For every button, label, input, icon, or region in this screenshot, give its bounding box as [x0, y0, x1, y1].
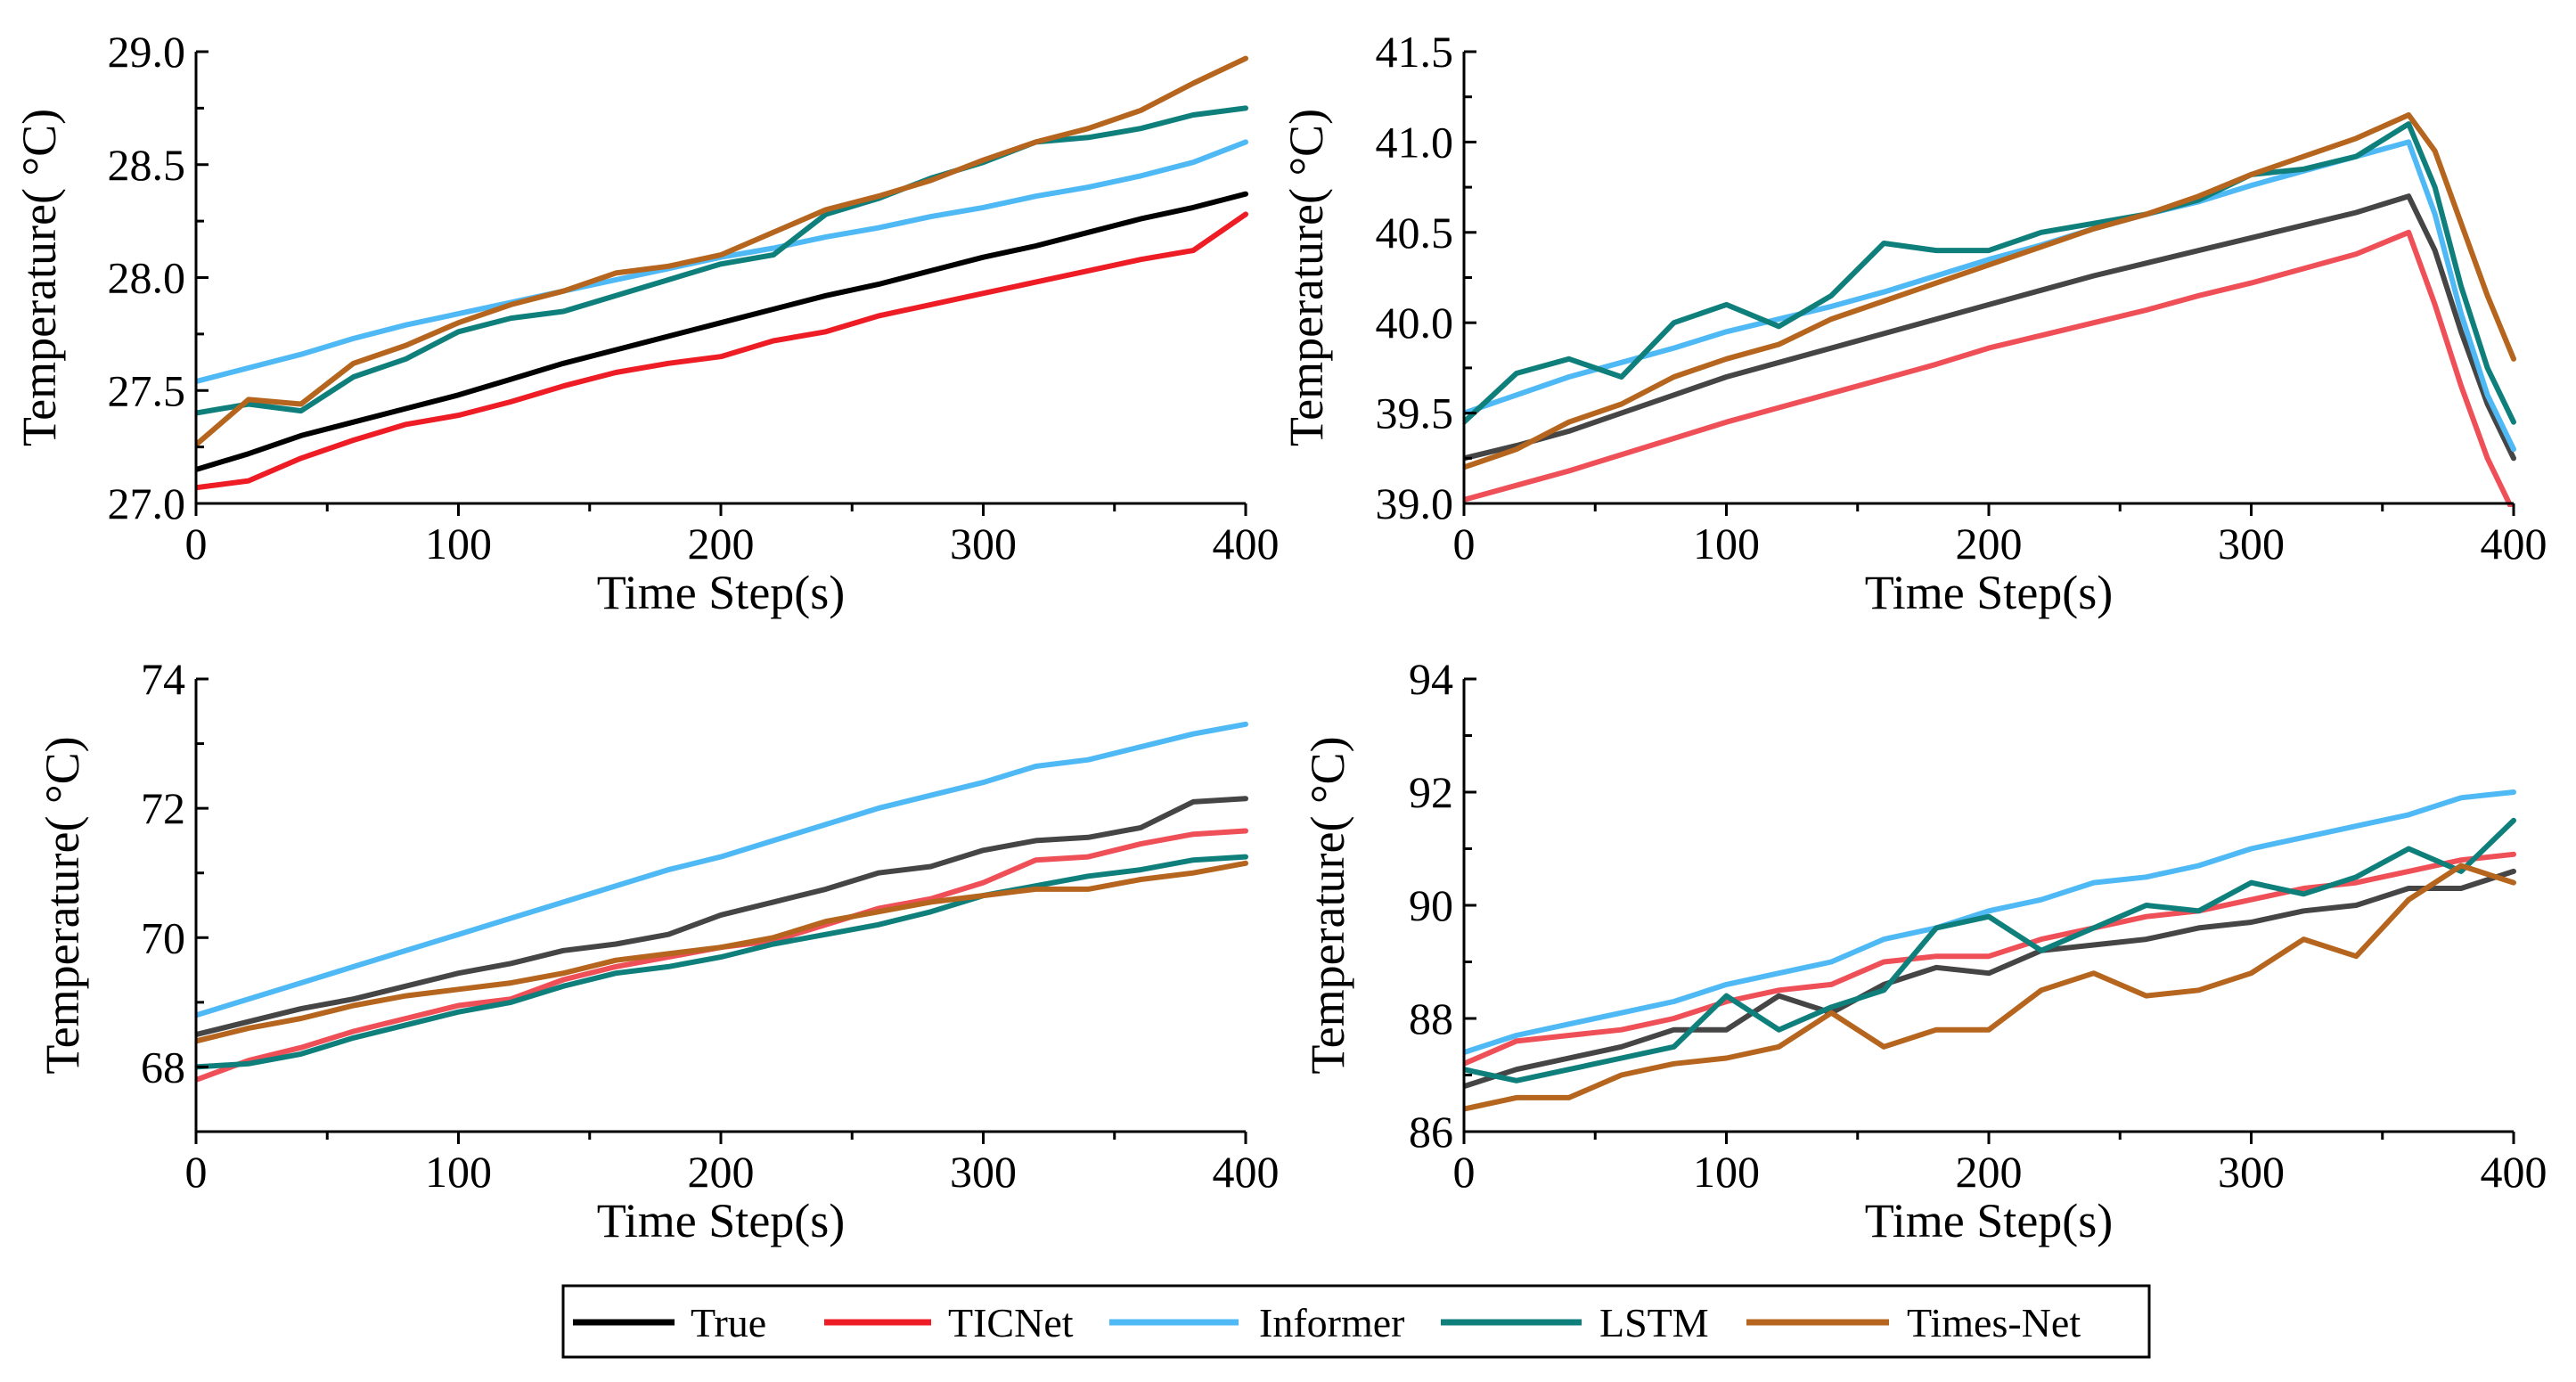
x-tick-label: 400	[2481, 519, 2547, 568]
y-axis-title: Temperature( °C)	[36, 736, 89, 1074]
series-line-informer	[196, 721, 1248, 1018]
x-tick-label: 200	[1956, 519, 2023, 568]
series-line-true	[196, 191, 1248, 472]
legend-label-ticnet: TICNet	[948, 1300, 1074, 1345]
y-axis-title: Temperature( °C)	[1301, 736, 1354, 1074]
series-line-lstm	[1464, 817, 2516, 1084]
chart-panel-top-right: 0 100 200 300 400 39.0 39.5 40.0 40.5 41.0 41.5 Tim…	[1280, 27, 2547, 619]
x-tick-label: 100	[1693, 519, 1760, 568]
x-axis-title: Time Step(s)	[1865, 1194, 2114, 1247]
series-line-true	[1464, 193, 2516, 462]
y-tick-label: 41.0	[1376, 117, 1454, 167]
legend-label-times-net: Times-Net	[1907, 1300, 2081, 1345]
x-axis-title: Time Step(s)	[1865, 566, 2114, 619]
legend-item-ticnet: TICNet	[824, 1300, 1074, 1345]
y-tick-label: 27.0	[108, 478, 186, 528]
x-tick-label: 0	[185, 1147, 208, 1197]
x-tick-label: 400	[2481, 1147, 2547, 1197]
y-tick-label: 27.5	[108, 365, 186, 415]
x-tick-label: 100	[425, 519, 492, 568]
x-tick-label: 0	[1453, 1147, 1476, 1197]
y-tick-label: 68	[141, 1042, 185, 1092]
x-tick-label: 200	[688, 1147, 755, 1197]
legend-item-times-net: Times-Net	[1746, 1300, 2081, 1345]
x-tick-label: 300	[950, 1147, 1017, 1197]
x-tick-label: 100	[1693, 1147, 1760, 1197]
x-tick-label: 100	[425, 1147, 492, 1197]
y-tick-label: 92	[1409, 767, 1453, 817]
x-tick-label: 400	[1213, 1147, 1280, 1197]
series-line-lstm	[196, 105, 1248, 416]
y-tick-label: 39.0	[1376, 478, 1454, 528]
x-tick-label: 200	[1956, 1147, 2023, 1197]
y-tick-label: 90	[1409, 880, 1453, 930]
y-tick-label: 70	[141, 912, 185, 962]
x-tick-label: 300	[2218, 1147, 2285, 1197]
series-line-lstm	[1464, 121, 2516, 425]
chart-panel-top-left: 0 100 200 300 400 27.0 27.5 28.0 28.5 29.0 Time St…	[12, 27, 1280, 619]
y-tick-label: 72	[141, 783, 185, 833]
x-axis-title: Time Step(s)	[597, 566, 846, 619]
x-tick-label: 200	[688, 519, 755, 568]
legend-item-true: True	[573, 1300, 766, 1345]
series-line-informer	[1464, 789, 2516, 1056]
x-axis-title: Time Step(s)	[597, 1194, 846, 1247]
legend-item-informer: Informer	[1109, 1300, 1404, 1345]
legend-label-informer: Informer	[1259, 1300, 1404, 1345]
series-line-lstm	[196, 854, 1248, 1070]
legend: True TICNet Informer LSTM Times-Net	[561, 1284, 2151, 1359]
y-tick-label: 41.5	[1376, 27, 1454, 77]
series-line-times-net	[1464, 863, 2516, 1112]
y-tick-label: 28.0	[108, 253, 186, 303]
chart-panel-bottom-right: 0 100 200 300 400 86 88 90 92 94 Time Step(s) Tempe…	[1301, 654, 2547, 1247]
y-tick-label: 28.5	[108, 140, 186, 190]
series-line-true	[196, 796, 1248, 1038]
y-tick-label: 39.5	[1376, 388, 1454, 438]
y-tick-label: 88	[1409, 994, 1453, 1043]
y-tick-label: 40.5	[1376, 208, 1454, 258]
y-tick-label: 40.0	[1376, 298, 1454, 348]
chart-panel-bottom-left: 0 100 200 300 400 68 70 72 74 Time Step(s) Tempera…	[36, 654, 1280, 1247]
y-tick-label: 86	[1409, 1107, 1453, 1157]
series-line-true	[1464, 868, 2516, 1090]
y-axis-title: Temperature( °C)	[12, 109, 66, 446]
legend-label-lstm: LSTM	[1599, 1300, 1709, 1345]
series-line-times-net	[196, 55, 1248, 448]
y-axis-title: Temperature( °C)	[1280, 109, 1333, 446]
legend-label-true: True	[691, 1300, 766, 1345]
y-tick-label: 94	[1409, 654, 1453, 704]
series-line-ticnet	[1464, 229, 2515, 507]
series-line-ticnet	[196, 211, 1248, 491]
y-tick-label: 29.0	[108, 27, 186, 77]
y-tick-label: 74	[141, 654, 185, 704]
x-tick-label: 0	[1453, 519, 1476, 568]
series-line-times-net	[1464, 112, 2516, 470]
legend-item-lstm: LSTM	[1441, 1300, 1709, 1345]
x-tick-label: 300	[2218, 519, 2285, 568]
x-tick-label: 400	[1213, 519, 1280, 568]
x-tick-label: 300	[950, 519, 1017, 568]
series-line-times-net	[196, 860, 1248, 1044]
x-tick-label: 0	[185, 519, 208, 568]
